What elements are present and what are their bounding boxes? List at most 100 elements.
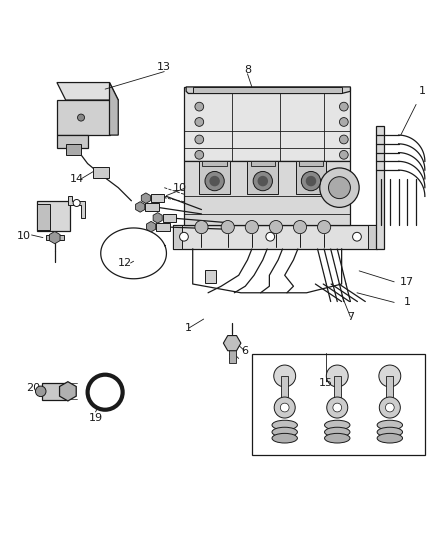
Bar <box>42 383 66 400</box>
Circle shape <box>320 168 359 207</box>
Circle shape <box>88 375 123 410</box>
Circle shape <box>327 397 348 418</box>
Circle shape <box>339 102 348 111</box>
Polygon shape <box>49 231 60 244</box>
Ellipse shape <box>325 420 350 430</box>
Bar <box>252 354 425 455</box>
Circle shape <box>293 221 307 233</box>
Bar <box>334 376 341 405</box>
Circle shape <box>209 176 220 187</box>
Circle shape <box>253 172 272 191</box>
Circle shape <box>339 150 348 159</box>
Polygon shape <box>66 144 81 155</box>
Bar <box>299 160 323 166</box>
Ellipse shape <box>377 420 403 430</box>
Circle shape <box>195 221 208 233</box>
Circle shape <box>328 177 350 199</box>
Ellipse shape <box>377 433 403 443</box>
Text: 19: 19 <box>89 413 103 423</box>
Polygon shape <box>136 201 145 212</box>
Ellipse shape <box>325 433 350 443</box>
Bar <box>296 161 326 194</box>
Bar <box>184 87 350 161</box>
Bar <box>281 376 288 405</box>
Circle shape <box>333 403 342 412</box>
Ellipse shape <box>272 420 297 430</box>
Bar <box>145 203 159 211</box>
Circle shape <box>379 397 400 418</box>
Bar <box>173 225 377 249</box>
Polygon shape <box>141 193 150 204</box>
Polygon shape <box>57 100 110 135</box>
Text: 8: 8 <box>244 65 251 75</box>
Circle shape <box>280 403 289 412</box>
Text: 12: 12 <box>118 258 132 268</box>
Circle shape <box>195 135 204 144</box>
Bar <box>184 161 350 225</box>
Circle shape <box>353 232 361 241</box>
Polygon shape <box>223 336 241 351</box>
Text: 1: 1 <box>404 296 411 306</box>
Circle shape <box>318 221 331 233</box>
Circle shape <box>78 114 85 121</box>
Bar <box>199 161 230 194</box>
Circle shape <box>385 403 394 412</box>
Bar <box>376 126 384 249</box>
Polygon shape <box>60 382 76 401</box>
Circle shape <box>180 232 188 241</box>
Circle shape <box>306 176 316 187</box>
Bar <box>156 223 170 231</box>
Polygon shape <box>147 221 155 232</box>
Bar <box>205 270 216 283</box>
Ellipse shape <box>272 427 297 437</box>
Bar <box>151 194 164 202</box>
Bar <box>229 343 236 363</box>
Ellipse shape <box>272 433 297 443</box>
Text: 20: 20 <box>26 383 40 393</box>
Polygon shape <box>57 135 88 148</box>
Circle shape <box>258 176 268 187</box>
Text: 13: 13 <box>157 62 171 72</box>
Circle shape <box>326 365 348 387</box>
Bar <box>163 214 176 222</box>
Circle shape <box>221 221 234 233</box>
Circle shape <box>301 172 321 191</box>
Text: 1: 1 <box>185 323 192 333</box>
Bar <box>386 376 393 405</box>
Ellipse shape <box>377 427 403 437</box>
Text: 17: 17 <box>400 277 414 287</box>
Circle shape <box>205 172 224 191</box>
Text: 7: 7 <box>347 312 354 322</box>
Ellipse shape <box>325 427 350 437</box>
Circle shape <box>274 365 296 387</box>
Polygon shape <box>186 87 350 93</box>
Circle shape <box>195 102 204 111</box>
Text: 14: 14 <box>70 174 84 184</box>
Text: 1: 1 <box>419 86 426 96</box>
Polygon shape <box>110 83 118 135</box>
Circle shape <box>379 365 401 387</box>
Circle shape <box>269 221 283 233</box>
Polygon shape <box>57 83 118 100</box>
Circle shape <box>195 118 204 126</box>
Bar <box>202 160 227 166</box>
Bar <box>37 201 70 231</box>
Text: 15: 15 <box>319 377 333 387</box>
Bar <box>247 161 278 194</box>
Circle shape <box>339 135 348 144</box>
Circle shape <box>195 150 204 159</box>
Circle shape <box>339 118 348 126</box>
Bar <box>37 204 50 230</box>
Text: 10: 10 <box>17 231 31 241</box>
Bar <box>193 87 342 93</box>
Bar <box>251 160 275 166</box>
Circle shape <box>274 397 295 418</box>
Text: 6: 6 <box>241 345 248 356</box>
Circle shape <box>73 199 80 206</box>
Circle shape <box>245 221 258 233</box>
Bar <box>368 225 377 249</box>
Circle shape <box>266 232 275 241</box>
Polygon shape <box>153 213 162 223</box>
Bar <box>173 225 182 249</box>
Text: 10: 10 <box>173 183 187 192</box>
